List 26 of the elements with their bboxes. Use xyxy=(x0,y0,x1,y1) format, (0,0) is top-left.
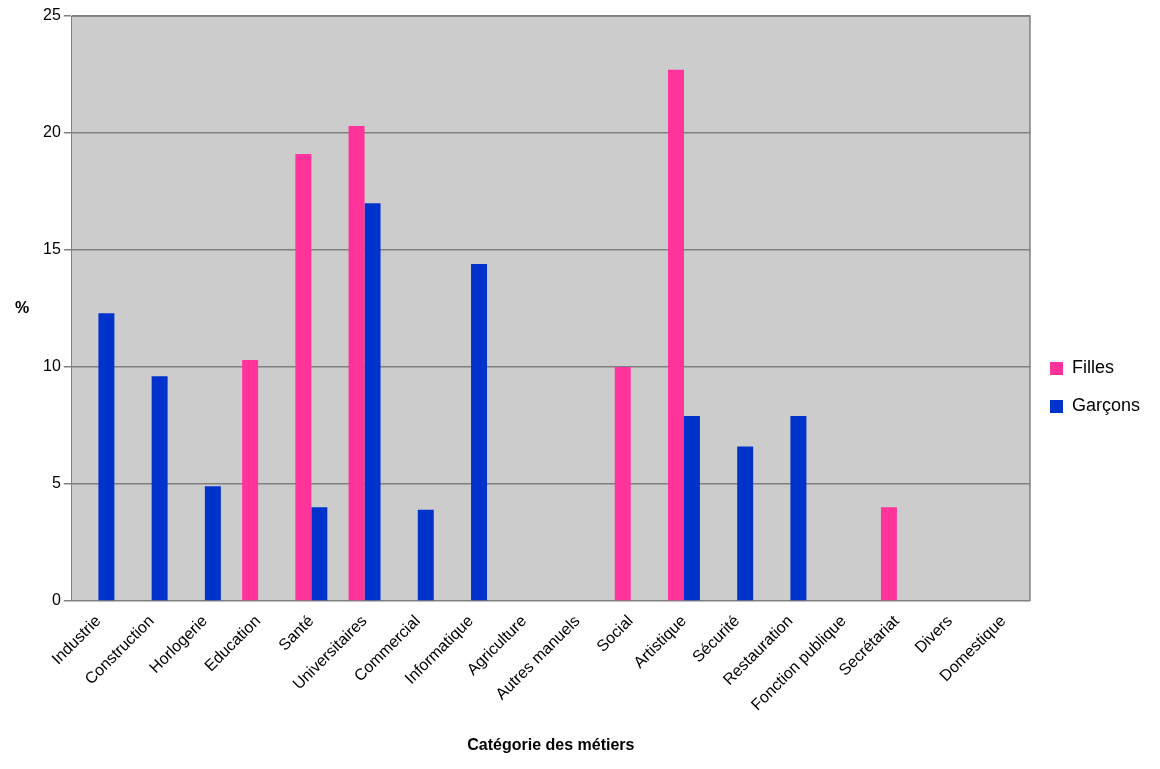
y-tick-label: 10 xyxy=(43,357,61,375)
bar xyxy=(295,154,312,601)
bar xyxy=(471,264,488,601)
bar xyxy=(151,376,168,601)
bar xyxy=(683,416,700,601)
bar xyxy=(204,486,221,601)
bar xyxy=(668,69,684,601)
bar xyxy=(737,446,754,601)
x-axis-title: Catégorie des métiers xyxy=(467,735,635,753)
bar xyxy=(614,366,631,601)
bar xyxy=(311,507,328,601)
bar xyxy=(98,313,115,601)
bar xyxy=(348,125,365,601)
legend-label: Garçons xyxy=(1071,395,1140,416)
bar xyxy=(242,359,259,601)
y-axis-title: % xyxy=(14,298,30,316)
bar xyxy=(417,509,434,601)
y-tick-label: 0 xyxy=(51,591,61,609)
legend-label: Filles xyxy=(1071,357,1114,378)
y-tick-label: 25 xyxy=(43,6,61,24)
y-tick-label: 15 xyxy=(43,240,61,258)
bar xyxy=(880,507,897,601)
y-tick-label: 20 xyxy=(43,123,61,141)
bar xyxy=(364,203,381,601)
y-tick-label: 5 xyxy=(51,474,61,492)
bar xyxy=(790,416,807,601)
